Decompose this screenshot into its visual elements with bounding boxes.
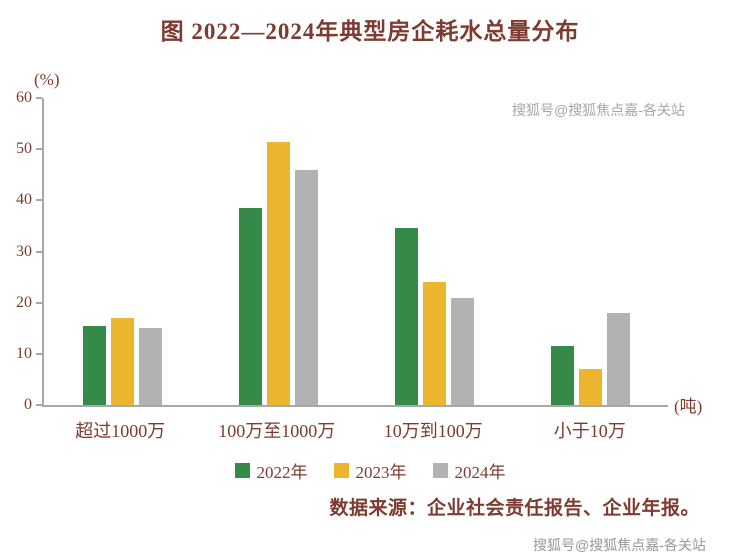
y-tick-mark [36,97,42,99]
y-tick-label: 30 [16,242,32,260]
y-axis-unit-label: (%) [34,70,60,89]
legend: 2022年 2023年 2024年 [0,458,740,483]
bar-2023年 [266,141,290,405]
y-tick-label: 50 [16,140,32,158]
legend-label: 2024年 [454,463,506,482]
x-category-label: 超过1000万 [75,421,166,441]
y-tick-mark [36,352,42,355]
legend-item-2024年: 2024年 [432,458,506,483]
y-tick-label: 60 [16,89,32,106]
bar-group [550,98,630,405]
plot-area: 0 10 20 30 40 50 60 [16,90,668,413]
legend-swatch [234,463,250,478]
y-tick-mark [36,148,42,151]
bar-2024年 [138,328,162,405]
y-tick-mark [36,199,42,202]
watermark-top: 搜狐号@搜狐焦点嘉-各关站 [512,102,685,118]
source-note: 数据来源：企业社会责任报告、企业年报。 [329,498,700,519]
bar-2024年 [450,297,474,405]
y-tick-mark [36,250,42,253]
bar-groups-container [44,98,668,405]
bar-2022年 [238,208,262,405]
x-axis-unit-label: (吨) [674,397,703,416]
legend-label: 2023年 [355,463,407,482]
legend-swatch [432,463,448,478]
bar-2023年 [110,318,134,405]
legend-item-2022年: 2022年 [234,458,308,483]
bar-group [394,98,474,405]
chart-title: 图 2022—2024年典型房企耗水总量分布 [160,19,580,44]
y-tick-label: 0 [24,396,32,413]
y-tick-label: 20 [16,293,32,311]
bar-2022年 [82,325,106,405]
bar-2023年 [422,282,446,405]
y-tick-label: 40 [16,191,32,209]
bar-2024年 [606,312,630,405]
bar-2022年 [550,346,574,405]
bar-group [238,98,318,405]
bar-2023年 [578,369,602,405]
bar-2024年 [294,169,318,405]
y-tick-mark [36,301,42,304]
x-category-label: 10万到100万 [383,421,483,441]
bar-group [82,98,162,405]
legend-swatch [333,463,349,478]
watermark-bottom: 搜狐号@搜狐焦点嘉-各关站 [533,537,706,553]
legend-label: 2022年 [256,463,308,482]
x-category-label: 100万至1000万 [218,421,336,441]
y-tick-mark [36,404,42,406]
x-category-label: 小于10万 [553,421,626,441]
y-tick-label: 10 [16,344,32,362]
bar-2022年 [394,228,418,405]
legend-item-2023年: 2023年 [333,458,407,483]
x-axis-category-labels: 超过1000万 100万至1000万 10万到100万 小于10万 [42,417,668,443]
